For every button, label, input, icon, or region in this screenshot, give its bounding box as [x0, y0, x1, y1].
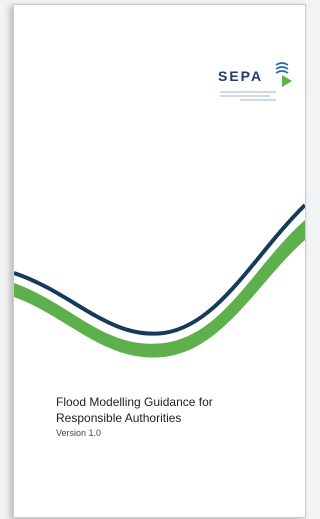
- logo-icon: [276, 63, 288, 73]
- document-title: Flood Modelling Guidance for Responsible…: [56, 394, 213, 426]
- version-label: Version 1.0: [56, 428, 101, 438]
- logo-arrow: [282, 75, 292, 87]
- green-wave: [14, 220, 305, 358]
- page: {"logo": {"text": "SEPA"}, "title": {"li…: [0, 0, 311, 519]
- logo-text: SEPA: [218, 68, 263, 84]
- document-cover: SEPA Flood Modelling Guidance for Respon…: [13, 4, 306, 518]
- title-line: Flood Modelling Guidance for: [56, 394, 213, 410]
- logo-subtext: [220, 92, 276, 100]
- title-line: Responsible Authorities: [56, 410, 213, 426]
